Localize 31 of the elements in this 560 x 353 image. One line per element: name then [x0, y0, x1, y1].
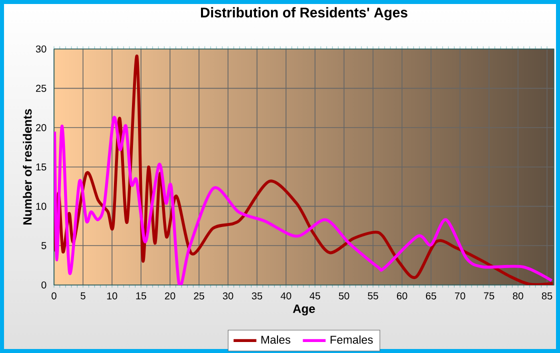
x-tick-label: 80 — [512, 292, 524, 300]
x-tick-label: 60 — [396, 292, 408, 300]
y-tick-label: 20 — [36, 124, 46, 132]
x-tick-label: 25 — [194, 292, 204, 300]
x-tick-label: 85 — [542, 292, 552, 300]
chart-title: Distribution of Residents' Ages — [200, 7, 408, 20]
legend-label: Females — [330, 335, 373, 344]
x-tick-label: 10 — [107, 292, 118, 300]
x-tick-label: 50 — [338, 292, 350, 300]
x-tick-label: 15 — [136, 292, 146, 300]
y-tick-label: 15 — [36, 164, 46, 170]
x-tick-label: 0 — [52, 292, 56, 300]
y-tick-label: 25 — [36, 84, 46, 92]
x-tick-label: 70 — [454, 292, 466, 300]
x-tick-label: 55 — [368, 292, 378, 300]
line-series — [54, 116, 554, 285]
x-tick-label: 5 — [80, 292, 86, 300]
x-tick-label: 30 — [222, 292, 234, 300]
x-tick-label: 35 — [252, 292, 262, 300]
x-tick-label: 75 — [484, 292, 494, 300]
x-tick-label: 45 — [310, 292, 320, 300]
y-tick-label: 5 — [41, 242, 46, 250]
x-tick-label: 20 — [164, 292, 176, 300]
x-axis-title: Age — [292, 304, 315, 316]
x-tick-label: 40 — [280, 292, 292, 300]
legend-label: Males — [261, 335, 290, 344]
y-tick-label: 10 — [36, 202, 46, 210]
x-tick-label: 65 — [426, 292, 436, 300]
y-tick-label: 30 — [36, 45, 46, 53]
y-tick-label: 0 — [41, 281, 46, 289]
y-axis-title: Number of residents — [22, 109, 32, 225]
